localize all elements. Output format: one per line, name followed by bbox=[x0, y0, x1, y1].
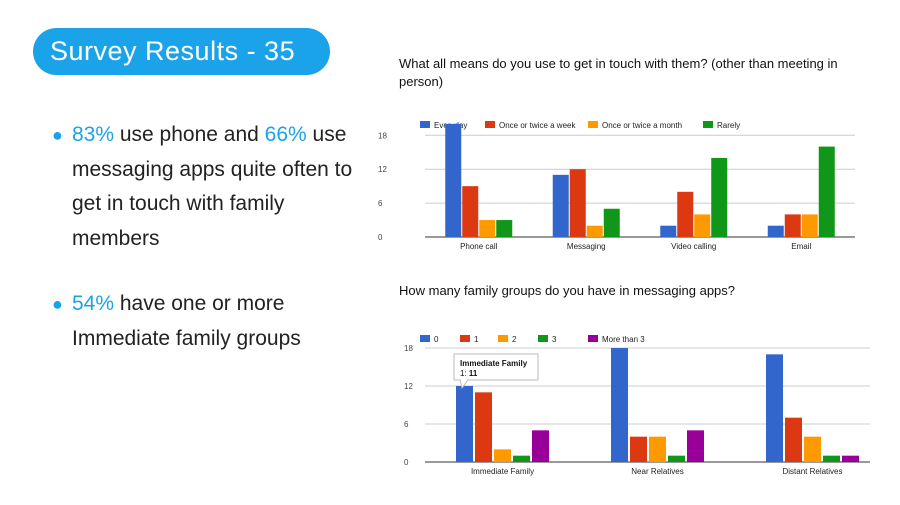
y-tick-label: 18 bbox=[404, 344, 413, 353]
bar bbox=[552, 174, 569, 237]
bar bbox=[513, 455, 530, 462]
x-tick-label: Phone call bbox=[460, 242, 498, 251]
y-tick-label: 6 bbox=[378, 199, 383, 208]
bar bbox=[603, 208, 620, 237]
bar bbox=[586, 225, 603, 237]
bar bbox=[784, 214, 801, 237]
bar bbox=[445, 124, 462, 237]
bar bbox=[767, 225, 784, 237]
bar bbox=[649, 436, 666, 462]
bar bbox=[687, 430, 704, 462]
bar bbox=[496, 220, 513, 237]
legend-swatch bbox=[588, 121, 598, 128]
legend-swatch bbox=[420, 335, 430, 342]
bullet-item: ● 54% have one or more Immediate family … bbox=[48, 287, 358, 356]
legend-label: 3 bbox=[552, 335, 557, 344]
bullet-text: have one or more Immediate family groups bbox=[72, 292, 301, 350]
bullet-highlight: 83% bbox=[72, 123, 115, 146]
tooltip-box bbox=[453, 353, 539, 390]
bar bbox=[785, 417, 802, 462]
bar bbox=[611, 348, 628, 462]
legend-swatch bbox=[420, 121, 430, 128]
bar bbox=[479, 220, 496, 237]
y-tick-label: 6 bbox=[404, 420, 409, 429]
bullet-highlight: 66% bbox=[264, 123, 307, 146]
y-tick-label: 18 bbox=[378, 131, 387, 140]
bar bbox=[818, 146, 835, 237]
bar bbox=[475, 392, 492, 462]
legend-label: 2 bbox=[512, 335, 517, 344]
bar bbox=[532, 430, 549, 462]
bullet-highlight: 54% bbox=[72, 292, 115, 315]
bar bbox=[456, 386, 473, 462]
bar bbox=[630, 436, 647, 462]
bar bbox=[694, 214, 711, 237]
bar bbox=[804, 436, 821, 462]
legend-label: 0 bbox=[434, 335, 439, 344]
y-tick-label: 0 bbox=[378, 233, 383, 242]
tooltip-title: Immediate Family bbox=[460, 359, 528, 368]
legend-label: 1 bbox=[474, 335, 479, 344]
bar bbox=[823, 455, 840, 462]
bar bbox=[668, 455, 685, 462]
x-tick-label: Video calling bbox=[671, 242, 716, 251]
legend-swatch bbox=[460, 335, 470, 342]
bullet-dot-icon: ● bbox=[52, 125, 63, 145]
legend-swatch bbox=[538, 335, 548, 342]
legend-swatch bbox=[703, 121, 713, 128]
legend-swatch bbox=[485, 121, 495, 128]
y-tick-label: 12 bbox=[404, 382, 413, 391]
x-tick-label: Immediate Family bbox=[471, 467, 534, 476]
bar bbox=[660, 225, 677, 237]
bar bbox=[569, 169, 586, 237]
bar bbox=[842, 455, 859, 462]
legend-swatch bbox=[498, 335, 508, 342]
x-tick-label: Email bbox=[791, 242, 811, 251]
tooltip-series-label: 1: bbox=[460, 369, 469, 378]
legend-swatch bbox=[588, 335, 598, 342]
legend-label: Rarely bbox=[717, 121, 740, 130]
bar bbox=[766, 354, 783, 462]
bullet-text: use messaging apps quite often to get in… bbox=[72, 123, 353, 250]
chart2-title: How many family groups do you have in me… bbox=[399, 283, 736, 298]
tooltip-series-value: 11 bbox=[469, 369, 478, 378]
x-tick-label: Messaging bbox=[567, 242, 606, 251]
bar bbox=[494, 449, 511, 462]
tooltip-value: 1: 11 bbox=[460, 369, 478, 378]
bar bbox=[677, 191, 694, 237]
legend-label: Once or twice a week bbox=[499, 121, 576, 130]
bullet-item: ● 83% use phone and 66% use messaging ap… bbox=[48, 118, 358, 256]
x-tick-label: Near Relatives bbox=[631, 467, 683, 476]
legend-label: More than 3 bbox=[602, 335, 645, 344]
x-tick-label: Distant Relatives bbox=[782, 467, 842, 476]
legend-label: Once or twice a month bbox=[602, 121, 682, 130]
bar bbox=[801, 214, 818, 237]
slide-title: Survey Results - 35 bbox=[33, 28, 330, 75]
chart1-title: What all means do you use to get in touc… bbox=[399, 56, 838, 89]
bar bbox=[711, 157, 728, 237]
bullet-dot-icon: ● bbox=[52, 294, 63, 314]
y-tick-label: 12 bbox=[378, 165, 387, 174]
y-tick-label: 0 bbox=[404, 458, 409, 467]
bullet-list: ● 83% use phone and 66% use messaging ap… bbox=[48, 118, 358, 387]
bullet-text: use phone and bbox=[114, 123, 265, 146]
bar bbox=[462, 186, 479, 237]
